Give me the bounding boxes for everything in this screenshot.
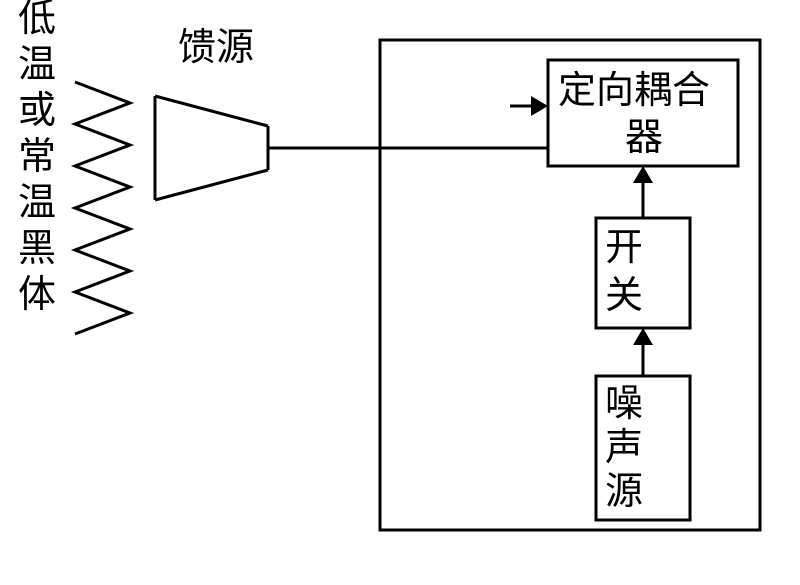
svg-text:体: 体 xyxy=(18,274,56,316)
svg-text:定向耦合: 定向耦合 xyxy=(558,70,710,112)
diagram-svg: 低温或常温黑体馈源定向耦合器开关噪声源 xyxy=(0,0,800,585)
svg-text:噪: 噪 xyxy=(605,383,643,425)
svg-text:开: 开 xyxy=(605,227,643,269)
svg-text:声: 声 xyxy=(605,427,643,469)
svg-text:器: 器 xyxy=(625,117,663,159)
svg-text:源: 源 xyxy=(605,471,643,513)
svg-text:低: 低 xyxy=(18,0,56,40)
svg-text:或: 或 xyxy=(18,90,56,132)
svg-text:馈源: 馈源 xyxy=(178,27,254,69)
svg-text:常: 常 xyxy=(18,136,56,178)
svg-text:关: 关 xyxy=(605,275,643,317)
svg-text:温: 温 xyxy=(18,182,56,224)
svg-text:温: 温 xyxy=(18,44,56,86)
blackbody-zigzag xyxy=(75,82,130,334)
svg-text:黑: 黑 xyxy=(18,228,56,270)
